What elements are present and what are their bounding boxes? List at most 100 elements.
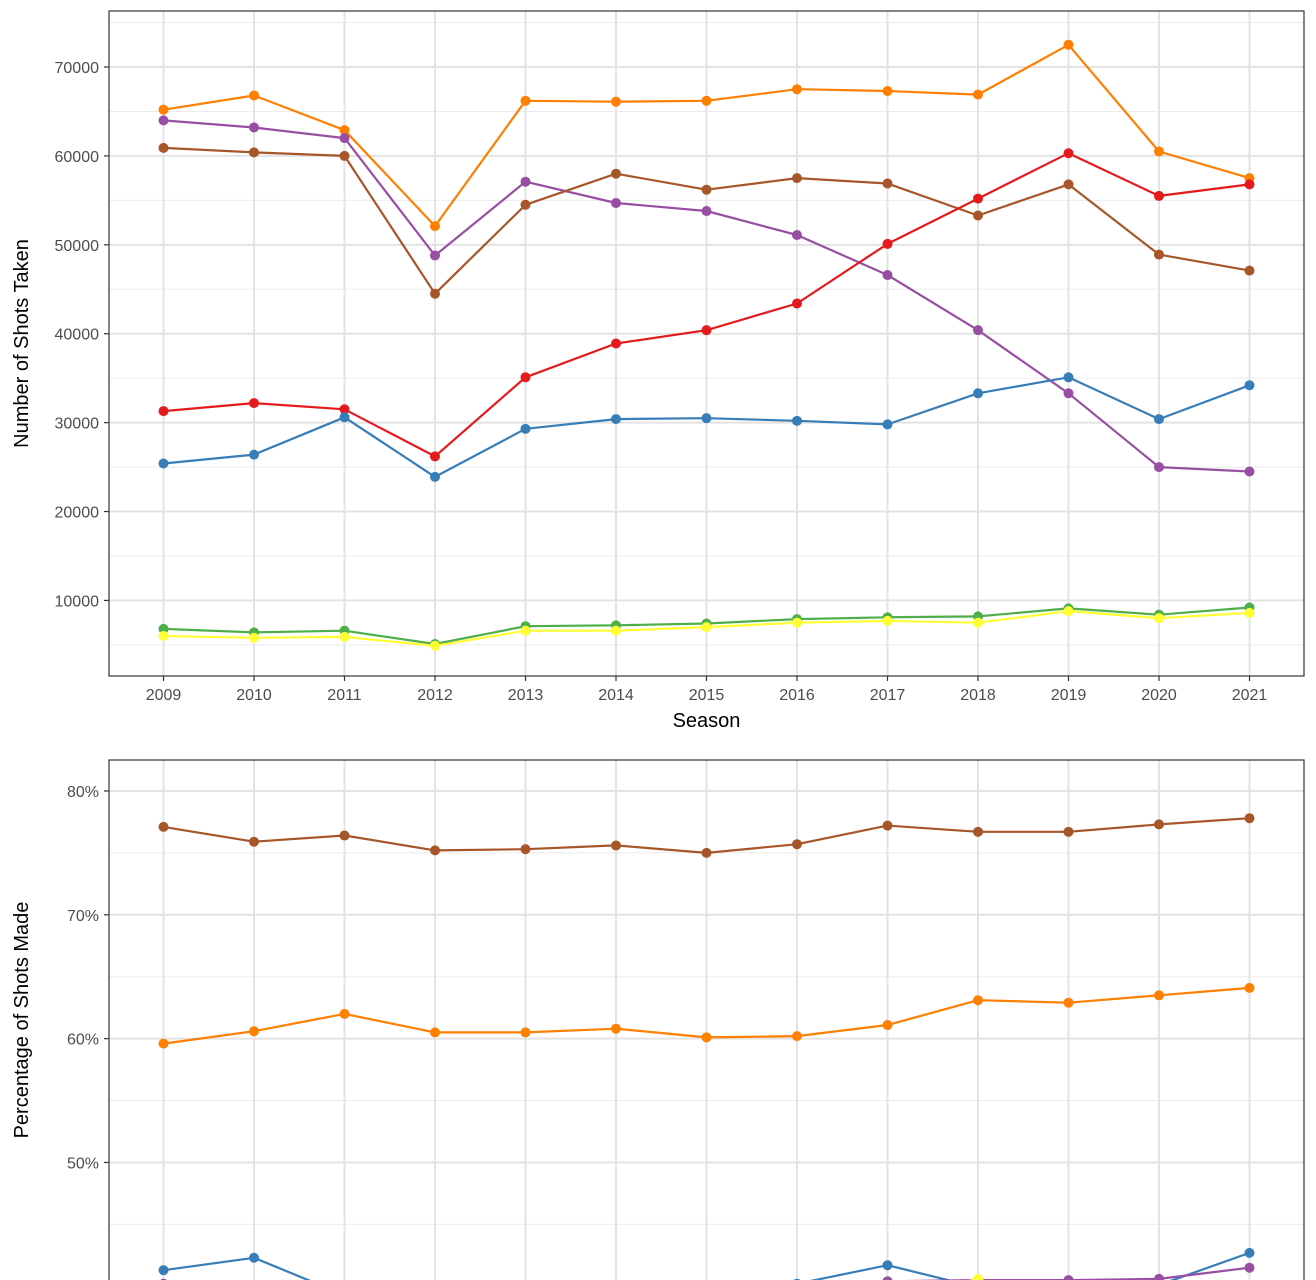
y-tick-label: 70% — [67, 908, 99, 925]
data-point-yellow — [1063, 606, 1074, 617]
data-point-brown — [1063, 826, 1074, 837]
panel-border — [108, 759, 1305, 1280]
x-tick-label: 2012 — [417, 687, 453, 704]
data-point-blue — [792, 415, 802, 426]
data-point-yellow — [1154, 613, 1164, 624]
x-tick-label: 2020 — [1141, 687, 1177, 704]
data-point-purple — [973, 325, 983, 336]
x-tick-label: 2021 — [1232, 687, 1268, 704]
x-tick-label: 2018 — [960, 687, 996, 704]
data-point-orange — [249, 90, 259, 101]
data-point-blue — [158, 458, 169, 469]
data-point-orange — [973, 89, 983, 100]
data-point-orange — [973, 995, 983, 1006]
data-point-orange — [1063, 39, 1074, 50]
y-tick-label: 70000 — [55, 60, 100, 77]
data-point-orange — [430, 1027, 440, 1038]
y-tick-label: 80% — [67, 784, 99, 801]
data-point-red — [430, 451, 440, 462]
data-point-blue — [1244, 380, 1255, 391]
y-tick-label: 10000 — [55, 593, 100, 610]
x-tick-label: 2014 — [598, 687, 634, 704]
x-axis-title: Season — [673, 710, 741, 732]
data-point-brown — [701, 184, 712, 195]
x-tick-label: 2017 — [870, 687, 906, 704]
data-point-blue — [1154, 414, 1164, 425]
data-point-purple — [1154, 1273, 1164, 1280]
y-tick-label: 40000 — [55, 327, 100, 344]
data-point-purple — [882, 1276, 893, 1280]
data-point-brown — [520, 199, 531, 210]
data-point-red — [1154, 190, 1164, 201]
data-point-brown — [1063, 179, 1074, 190]
data-point-yellow — [249, 632, 259, 643]
data-point-purple — [1244, 466, 1255, 477]
data-point-orange — [882, 86, 893, 97]
shots-taken-panel: 10000 20000 30000 40000 50000 60000 70000 2009 2… — [11, 10, 1305, 732]
data-point-brown — [1154, 249, 1164, 260]
y-tick-label: 60% — [67, 1032, 99, 1049]
data-point-brown — [792, 173, 802, 184]
x-tick-label: 2013 — [508, 687, 544, 704]
data-point-red — [158, 406, 169, 417]
data-point-orange — [520, 95, 531, 106]
data-point-orange — [1063, 997, 1074, 1008]
data-point-brown — [882, 178, 893, 189]
x-tick-label: 2019 — [1051, 687, 1087, 704]
data-point-orange — [611, 96, 621, 107]
data-point-red — [792, 298, 802, 309]
data-point-blue — [701, 413, 712, 424]
data-point-purple — [792, 230, 802, 241]
y-axis-title: Percentage of Shots Made — [11, 902, 33, 1139]
data-point-red — [882, 238, 893, 249]
data-point-red — [520, 372, 531, 383]
data-point-brown — [339, 150, 350, 161]
data-point-blue — [339, 412, 350, 423]
data-point-red — [701, 325, 712, 336]
data-point-brown — [430, 845, 440, 856]
x-tick-label: 2011 — [327, 687, 362, 704]
grid — [109, 11, 1304, 676]
data-point-brown — [882, 820, 893, 831]
data-point-blue — [158, 1265, 169, 1276]
data-point-orange — [792, 84, 802, 95]
data-point-orange — [158, 104, 169, 115]
y-axis-title: Number of Shots Taken — [11, 239, 33, 448]
data-point-purple — [520, 176, 531, 187]
data-point-orange — [339, 125, 350, 136]
data-point-orange — [792, 1031, 802, 1042]
data-point-brown — [249, 147, 259, 158]
data-point-blue — [249, 1252, 259, 1263]
data-point-brown — [701, 847, 712, 858]
data-point-brown — [339, 830, 350, 841]
data-point-red — [1244, 179, 1255, 190]
data-point-red — [973, 193, 983, 204]
data-point-blue — [1063, 372, 1074, 383]
data-point-red — [1063, 148, 1074, 159]
data-point-brown — [1154, 819, 1164, 830]
data-point-orange — [611, 1023, 621, 1034]
data-point-purple — [1154, 462, 1164, 473]
data-point-orange — [882, 1020, 893, 1030]
data-point-yellow — [611, 625, 621, 636]
data-point-brown — [1244, 265, 1255, 276]
data-point-blue — [249, 449, 259, 460]
data-point-yellow — [1244, 607, 1255, 618]
data-point-purple — [1063, 388, 1074, 399]
data-point-brown — [973, 210, 983, 221]
data-point-yellow — [882, 615, 893, 626]
data-point-blue — [430, 471, 440, 482]
data-point-orange — [1244, 982, 1255, 993]
x-tick-label: 2015 — [689, 687, 725, 704]
data-point-blue — [611, 414, 621, 425]
data-point-yellow — [792, 617, 802, 628]
data-point-yellow — [973, 617, 983, 628]
data-point-purple — [701, 206, 712, 217]
data-point-blue — [973, 388, 983, 399]
data-point-purple — [611, 198, 621, 209]
data-point-blue — [520, 423, 531, 434]
data-point-orange — [249, 1026, 259, 1037]
data-point-purple — [1063, 1275, 1074, 1280]
series-group — [158, 39, 1255, 651]
